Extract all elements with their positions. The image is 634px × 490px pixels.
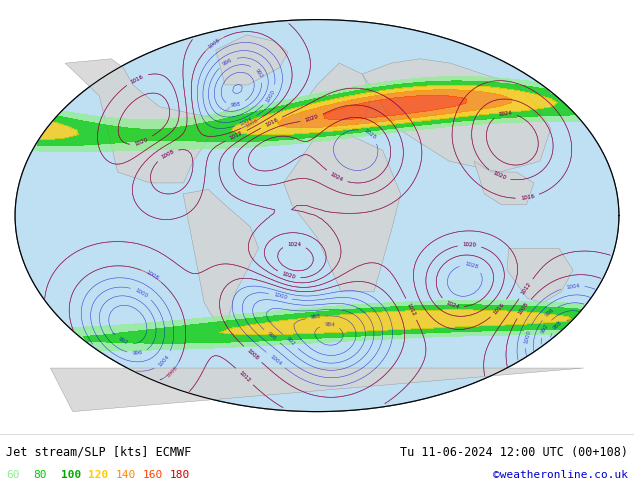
Text: 1012: 1012: [406, 302, 417, 317]
Text: 1008: 1008: [517, 301, 530, 316]
Text: 1024: 1024: [444, 300, 460, 310]
Text: 1020: 1020: [462, 242, 477, 248]
Polygon shape: [216, 35, 288, 85]
Polygon shape: [15, 20, 619, 412]
Polygon shape: [507, 248, 573, 303]
Text: 1012: 1012: [229, 130, 243, 141]
Text: 992: 992: [285, 336, 296, 347]
Text: 140: 140: [115, 470, 136, 480]
Text: 1000: 1000: [265, 88, 276, 103]
Text: 1008: 1008: [517, 301, 530, 316]
Text: 1028: 1028: [464, 262, 479, 270]
Text: 988: 988: [552, 320, 563, 331]
Polygon shape: [65, 59, 230, 183]
Text: ©weatheronline.co.uk: ©weatheronline.co.uk: [493, 470, 628, 480]
Text: 1020: 1020: [281, 271, 296, 280]
Polygon shape: [183, 190, 259, 335]
Text: 1016: 1016: [521, 194, 535, 201]
Text: 1008: 1008: [246, 348, 259, 361]
Text: 996: 996: [266, 331, 278, 342]
Text: 1008: 1008: [160, 148, 174, 160]
Text: Jet stream/SLP [kts] ECMWF: Jet stream/SLP [kts] ECMWF: [6, 446, 191, 459]
Text: 1000: 1000: [273, 292, 288, 300]
Text: 1012: 1012: [520, 282, 532, 296]
Text: 1020: 1020: [462, 242, 477, 248]
Text: 1004: 1004: [157, 354, 171, 368]
Polygon shape: [362, 59, 551, 172]
Text: 1024: 1024: [444, 300, 460, 310]
Text: 1004: 1004: [238, 116, 254, 127]
Text: 1012: 1012: [520, 282, 532, 296]
Text: 1020: 1020: [304, 114, 320, 123]
Text: 180: 180: [170, 470, 190, 480]
Text: 160: 160: [143, 470, 163, 480]
Text: 992: 992: [540, 322, 550, 334]
Polygon shape: [283, 135, 401, 292]
Text: 1008: 1008: [207, 37, 221, 49]
Text: 1016: 1016: [264, 117, 279, 128]
Text: 1000: 1000: [134, 287, 149, 298]
Text: 100: 100: [61, 470, 81, 480]
Text: 1008: 1008: [165, 365, 179, 378]
Text: 1004: 1004: [566, 283, 580, 290]
Text: 992: 992: [254, 68, 264, 79]
Text: 1012: 1012: [229, 130, 243, 141]
Text: 1020: 1020: [492, 171, 507, 181]
Text: 1016: 1016: [493, 302, 505, 316]
Text: 1024: 1024: [287, 242, 301, 247]
Text: 1020: 1020: [281, 271, 296, 280]
Text: 1008: 1008: [145, 270, 159, 281]
Text: 996: 996: [222, 57, 233, 67]
Text: 1016: 1016: [129, 74, 145, 84]
Polygon shape: [301, 63, 372, 139]
Text: 992: 992: [117, 337, 129, 346]
Text: Tu 11-06-2024 12:00 UTC (00+108): Tu 11-06-2024 12:00 UTC (00+108): [399, 446, 628, 459]
Text: 60: 60: [6, 470, 20, 480]
Text: 996: 996: [544, 308, 555, 318]
Text: 80: 80: [34, 470, 47, 480]
Text: 1020: 1020: [492, 171, 507, 181]
Text: 1016: 1016: [493, 302, 505, 316]
Polygon shape: [51, 368, 583, 412]
Text: 1016: 1016: [129, 74, 145, 84]
Text: 1008: 1008: [244, 118, 259, 129]
Text: 988: 988: [230, 101, 242, 108]
Text: 120: 120: [88, 470, 108, 480]
Text: 1024: 1024: [498, 111, 512, 117]
Text: 1024: 1024: [329, 172, 344, 183]
Text: 1020: 1020: [134, 137, 149, 147]
Text: 1008: 1008: [246, 348, 259, 361]
Text: 1024: 1024: [498, 111, 512, 117]
Text: 988: 988: [310, 314, 321, 320]
Text: 1012: 1012: [238, 370, 251, 383]
Text: 1008: 1008: [160, 148, 174, 160]
Text: 984: 984: [325, 322, 335, 328]
Text: 1028: 1028: [363, 128, 377, 141]
Ellipse shape: [15, 20, 619, 412]
Text: 1012: 1012: [238, 370, 251, 383]
Polygon shape: [474, 161, 534, 205]
Text: 996: 996: [132, 350, 143, 356]
Text: 1024: 1024: [287, 242, 301, 247]
Text: 1020: 1020: [304, 114, 320, 123]
Text: 1020: 1020: [134, 137, 149, 147]
Text: 1000: 1000: [523, 329, 531, 344]
Text: 1016: 1016: [521, 194, 535, 201]
Text: 1024: 1024: [329, 172, 344, 183]
Text: 1016: 1016: [264, 117, 279, 128]
Text: 1012: 1012: [406, 302, 417, 317]
Text: 1004: 1004: [269, 354, 283, 367]
